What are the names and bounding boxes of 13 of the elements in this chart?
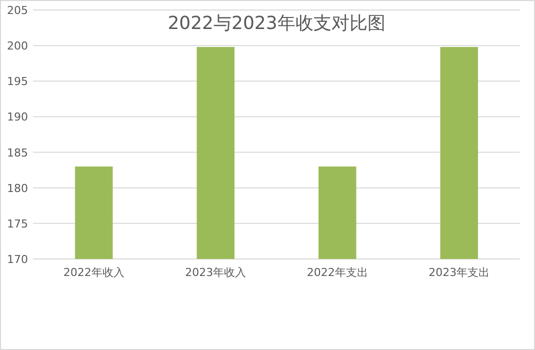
- y-tick-label: 200: [7, 40, 28, 53]
- x-tick-label: 2023年收入: [185, 266, 246, 279]
- y-tick-label: 195: [7, 75, 28, 88]
- x-tick-label: 2022年收入: [63, 266, 124, 279]
- x-tick-label: 2023年支出: [428, 266, 490, 279]
- y-tick-label: 190: [7, 110, 28, 124]
- chart-title: 2022与2023年收支对比图: [168, 13, 386, 34]
- x-tick-label: 2022年支出: [306, 266, 368, 279]
- y-tick-label: 175: [7, 217, 28, 230]
- y-tick-label: 180: [7, 182, 28, 195]
- y-tick-label: 185: [7, 146, 28, 160]
- y-tick-label: 205: [7, 4, 28, 17]
- y-tick-label: 170: [7, 253, 28, 266]
